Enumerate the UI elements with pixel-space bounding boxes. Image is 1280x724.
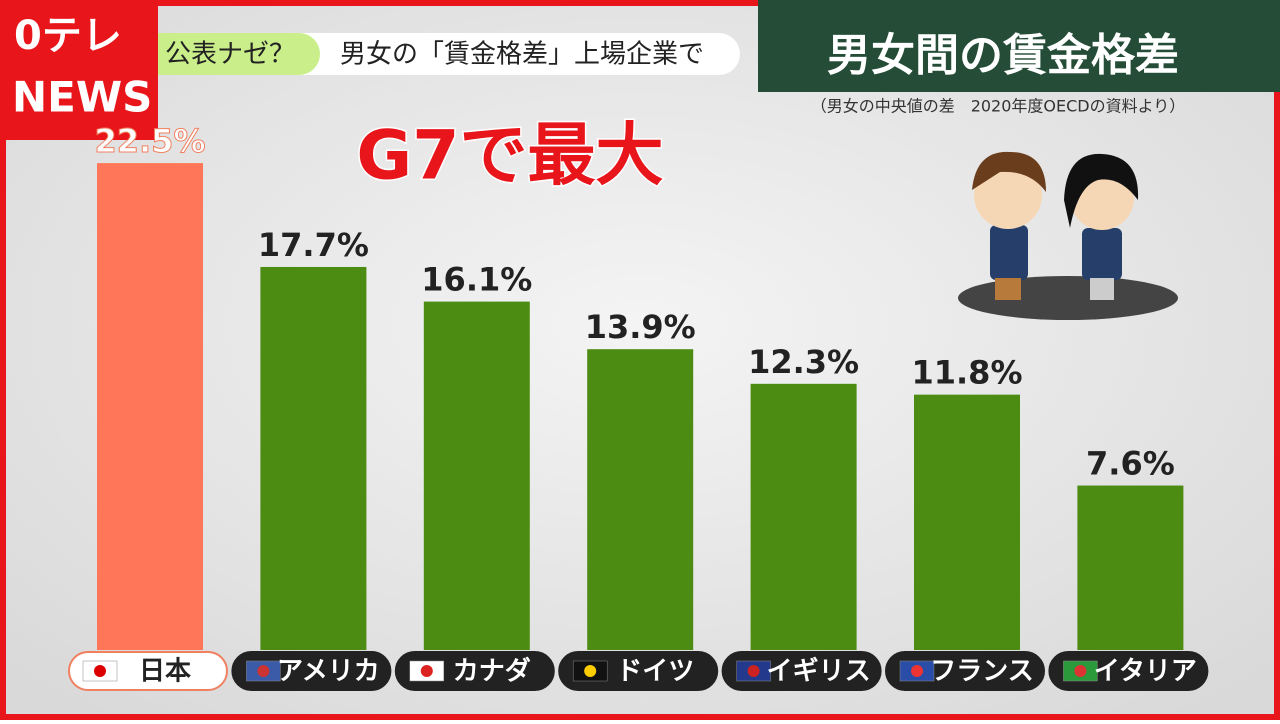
category-label: イタリア bbox=[1094, 657, 1197, 687]
flag-mark bbox=[1074, 665, 1087, 677]
category-label: アメリカ bbox=[277, 657, 380, 687]
category-label: ドイツ bbox=[616, 657, 694, 687]
value-label: 16.1% bbox=[421, 261, 532, 299]
bar bbox=[97, 163, 203, 650]
logo-line1: 0テレ bbox=[14, 13, 122, 59]
bar bbox=[1077, 485, 1184, 650]
value-label: 12.3% bbox=[748, 343, 859, 381]
chart-subtitle: （男女の中央値の差 2020年度OECDの資料より） bbox=[811, 97, 1186, 116]
category-label: 日本 bbox=[139, 657, 191, 687]
category-label: カナダ bbox=[453, 656, 531, 687]
flag-mark bbox=[420, 665, 433, 677]
ticker-tag: 公表ナゼ？ bbox=[165, 40, 295, 70]
annotation: G7で最大 bbox=[356, 117, 663, 196]
title-box bbox=[758, 0, 1280, 92]
bar bbox=[260, 266, 367, 650]
category-label: フランス bbox=[930, 657, 1033, 687]
flag-mark bbox=[747, 665, 760, 677]
logo-box bbox=[0, 0, 158, 140]
value-label: 13.9% bbox=[585, 308, 696, 346]
bar bbox=[914, 394, 1020, 650]
bar bbox=[750, 383, 857, 650]
category-label: イギリス bbox=[767, 657, 871, 687]
chart-title: 男女間の賃金格差 bbox=[827, 30, 1179, 81]
value-label: 11.8% bbox=[911, 354, 1022, 392]
ticker-tag-box bbox=[130, 33, 320, 75]
logo-line2: NEWS bbox=[12, 73, 152, 122]
bar bbox=[423, 301, 530, 650]
illustration bbox=[958, 151, 1178, 320]
flag-mark bbox=[257, 665, 270, 677]
ticker-headline: 男女の「賃金格差」上場企業で bbox=[340, 40, 704, 70]
bar bbox=[587, 349, 694, 650]
flag-mark bbox=[584, 665, 597, 677]
flag-mark bbox=[911, 665, 923, 677]
value-label: 17.7% bbox=[258, 226, 369, 264]
flag-mark bbox=[94, 665, 106, 677]
value-label: 7.6% bbox=[1086, 445, 1175, 483]
value-label: 22.5% bbox=[94, 122, 205, 160]
